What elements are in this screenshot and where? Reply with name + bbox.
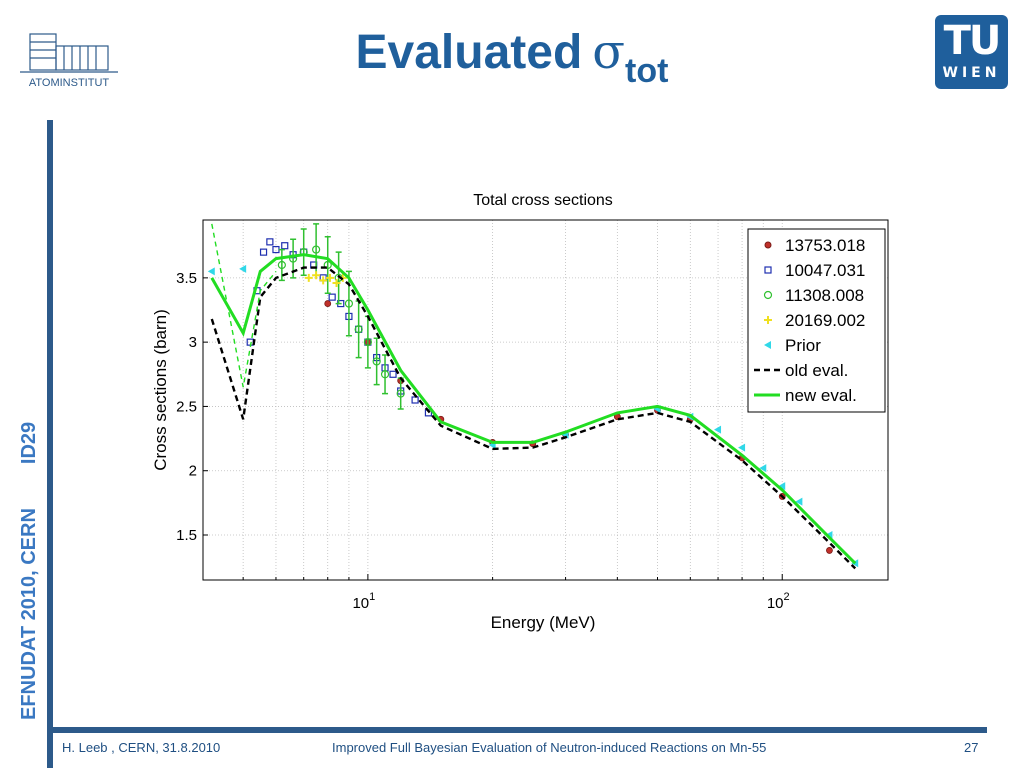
legend-label: 13753.018 <box>785 236 865 255</box>
legend-marker <box>764 316 772 324</box>
data-point-11308 <box>312 245 321 254</box>
series-line-6 <box>210 253 857 565</box>
data-point-11308 <box>372 357 381 366</box>
data-point-20169 <box>304 273 313 282</box>
legend-label: Prior <box>785 336 821 355</box>
data-point-10047 <box>266 238 274 246</box>
data-point-11308 <box>396 389 405 398</box>
data-point-prior <box>207 267 215 276</box>
data-point-20169 <box>319 276 328 285</box>
data-point-prior <box>778 482 786 491</box>
y-tick-label: 3 <box>189 334 197 351</box>
data-point-20169 <box>325 273 334 282</box>
data-point-20169 <box>312 271 321 280</box>
data-point-10047 <box>281 242 289 250</box>
title-subscript: tot <box>625 52 669 90</box>
legend-marker <box>764 266 772 274</box>
data-point-prior <box>759 464 767 473</box>
data-point-13753 <box>324 300 332 307</box>
error-bar <box>373 337 380 386</box>
y-tick-label: 3.5 <box>176 270 197 287</box>
data-point-11308 <box>277 260 286 270</box>
atominstitut-label: ATOMINSTITUT <box>29 77 110 89</box>
data-point-prior <box>738 443 746 452</box>
data-point-11308 <box>323 260 332 270</box>
left-border-bar <box>47 120 53 768</box>
data-point-11308 <box>354 325 363 334</box>
y-axis-label: Cross sections (barn) <box>151 309 170 471</box>
data-point-11308 <box>380 370 390 379</box>
series-line-5 <box>210 266 857 570</box>
data-point-11308 <box>344 299 354 308</box>
footer-title: Improved Full Bayesian Evaluation of Neu… <box>332 740 767 755</box>
footer-page-number: 27 <box>964 740 979 755</box>
error-bar <box>278 248 285 282</box>
y-tick-label: 2 <box>189 463 197 480</box>
building-icon: ATOMINSTITUT <box>20 33 118 89</box>
error-bar <box>382 354 389 395</box>
slide-title: Evaluated σtot <box>0 22 1024 101</box>
data-point-20169 <box>332 279 341 287</box>
plot-frame <box>202 219 889 581</box>
prior-band-line <box>211 223 277 388</box>
sigma-symbol: σ <box>592 24 626 80</box>
tu-logo-line1: TU <box>943 18 1002 64</box>
error-bar <box>324 235 331 295</box>
footer-author: H. Leeb , CERN, 31.8.2010 <box>62 740 221 755</box>
legend-label: 10047.031 <box>785 261 865 280</box>
error-bar <box>345 270 352 337</box>
legend-marker <box>763 290 773 300</box>
legend-label: old eval. <box>785 361 848 380</box>
data-point-11308 <box>363 338 372 347</box>
data-point-prior <box>714 425 722 434</box>
conference-name: EFNUDAT 2010, CERN <box>18 508 40 720</box>
chart-title: Total cross sections <box>473 192 613 209</box>
data-point-13753 <box>826 547 833 554</box>
error-bar <box>335 251 342 305</box>
cross-section-chart: Total cross sections 1.5 2 2.5 3 3.5 101 102 E… <box>140 180 900 640</box>
atominstitut-logo: ATOMINSTITUT <box>16 30 122 92</box>
legend-label: new eval. <box>785 386 857 405</box>
legend-label: 11308.008 <box>785 286 864 305</box>
data-point-prior <box>795 497 803 506</box>
x-tick-label: 102 <box>767 591 790 612</box>
legend: 13753.018 10047.031 11308.008 20169.002 Prio… <box>747 228 886 413</box>
data-point-10047 <box>389 370 397 378</box>
slide-title-text: Evaluated <box>355 26 583 79</box>
x-tick-label: 101 <box>352 591 375 612</box>
y-tick-label: 1.5 <box>176 527 197 544</box>
legend-marker <box>764 241 772 249</box>
conference-label: EFNUDAT 2010, CERN ID29 <box>18 380 41 720</box>
error-bar <box>355 300 362 359</box>
data-point-prior <box>239 264 247 273</box>
y-tick-label: 2.5 <box>176 398 197 415</box>
tu-logo-line2: WIEN <box>942 65 1001 81</box>
footer-divider <box>47 727 987 733</box>
tu-wien-logo: TU WIEN <box>935 15 1008 89</box>
x-axis-label: Energy (MeV) <box>491 613 596 632</box>
chart-svg: Total cross sections 1.5 2 2.5 3 3.5 101 102 E… <box>151 192 889 632</box>
talk-id: ID29 <box>18 421 40 465</box>
legend-marker <box>764 341 771 349</box>
data-layer <box>207 223 859 570</box>
data-point-10047 <box>328 293 336 301</box>
axes: 1.5 2 2.5 3 3.5 101 102 <box>176 270 789 612</box>
legend-label: 20169.002 <box>785 311 865 330</box>
data-point-10047 <box>259 248 268 256</box>
data-point-10047 <box>411 396 419 404</box>
